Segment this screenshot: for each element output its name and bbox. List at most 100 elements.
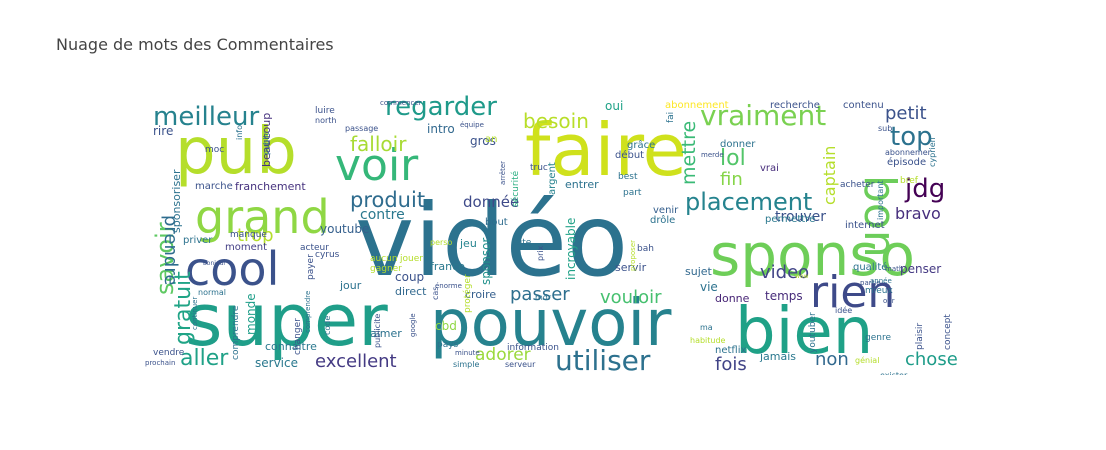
cloud-word: gros	[470, 134, 496, 148]
cloud-word: info	[235, 125, 244, 140]
cloud-word: savoir	[151, 222, 179, 295]
cloud-word: prix	[536, 245, 545, 261]
cloud-word: google	[409, 313, 417, 337]
cloud-word: grâce	[627, 139, 655, 151]
chart-title: Nuage de mots des Commentaires	[56, 35, 334, 54]
cloud-word: jour	[339, 279, 362, 292]
cloud-word: cool	[185, 242, 279, 296]
cloud-word: non	[815, 349, 849, 370]
cloud-word: rien	[810, 267, 895, 318]
cloud-word: normal	[198, 288, 226, 297]
cloud-word: bien	[735, 295, 873, 369]
cloud-word: mdr	[535, 293, 552, 302]
cloud-word: concept	[943, 314, 953, 350]
cloud-word: génial	[855, 355, 879, 365]
cloud-word: wow	[795, 273, 809, 280]
cloud-word: début	[615, 149, 644, 161]
cloud-word: vie	[700, 280, 718, 294]
cloud-word: grand	[195, 190, 330, 244]
cloud-word: cbd	[435, 319, 457, 333]
cloud-word: moc	[205, 145, 224, 155]
cloud-word: penser	[900, 262, 941, 276]
cloud-word: rire	[153, 124, 173, 138]
cloud-word: bout	[485, 217, 508, 228]
cloud-word: faire	[525, 108, 687, 192]
cloud-word: abonnement	[665, 100, 729, 111]
cloud-word: donne	[715, 292, 750, 305]
cloud-word: jeu	[459, 237, 477, 250]
cloud-word: année	[870, 277, 892, 285]
cloud-word: marche	[195, 181, 233, 192]
cloud-word: an	[485, 134, 497, 145]
cloud-word: acheter	[840, 180, 875, 190]
cloud-word: contenu	[843, 100, 884, 111]
cloud-word: sponso	[710, 221, 915, 289]
cloud-word: plaisir	[915, 323, 925, 350]
cloud-word: sécurité	[510, 170, 521, 207]
cloud-word: arrêter	[499, 161, 507, 185]
cloud-word: coup	[395, 270, 424, 284]
cloud-word: north	[315, 116, 336, 125]
cloud-word: pouvoir	[430, 287, 672, 361]
cloud-word: fois	[715, 354, 747, 375]
cloud-word: serveur	[505, 360, 536, 369]
cloud-word: super	[185, 278, 388, 362]
cloud-word: truc	[530, 163, 548, 173]
cloud-word: jouer	[399, 254, 423, 264]
cloud-word: aimer	[370, 327, 402, 340]
cloud-word: vraiment	[700, 99, 826, 132]
cloud-word: voir	[335, 140, 419, 191]
cloud-word: donner	[720, 139, 756, 150]
cloud-word: manque	[230, 230, 267, 240]
word-cloud: vidéo faire pub super pouvoir bien sponso voir g…	[145, 95, 960, 375]
cloud-word: jdg	[904, 174, 945, 204]
cloud-word: aucun	[370, 254, 398, 264]
cloud-word: captain	[820, 146, 839, 205]
cloud-word: énorme	[435, 282, 462, 290]
cloud-word: payer	[306, 254, 316, 280]
cloud-word: public	[262, 131, 271, 155]
cloud-word: mieux	[865, 286, 894, 296]
cloud-word: bravo	[895, 204, 941, 223]
cloud-word: merde	[701, 151, 724, 159]
cloud-word: bon	[854, 175, 905, 258]
cloud-word: pub	[175, 115, 297, 189]
cloud-word: france	[430, 260, 465, 273]
cloud-word: chose	[905, 349, 958, 370]
cloud-word: netflix	[715, 345, 746, 356]
cloud-word: idée	[835, 305, 852, 315]
cloud-word: utiliser	[555, 344, 651, 375]
cloud-word: incroyable	[564, 218, 578, 280]
cloud-word: moment	[225, 242, 267, 253]
cloud-word: code	[323, 316, 332, 335]
cloud-word: priver	[183, 235, 213, 246]
cloud-word: vidéo	[355, 182, 628, 299]
cloud-word: trouver	[775, 209, 826, 225]
cloud-word: luire	[315, 106, 335, 116]
cloud-word: sub	[878, 124, 892, 133]
cloud-word: bah	[637, 244, 654, 254]
cloud-word: partie	[860, 279, 881, 287]
cloud-word: part	[623, 188, 642, 198]
cloud-word: croire	[465, 288, 496, 301]
cloud-word: pays	[437, 340, 459, 350]
cloud-word: monde	[244, 293, 258, 335]
cloud-word: franchement	[235, 180, 306, 193]
cloud-word: placement	[685, 188, 812, 216]
cloud-word: minute	[455, 349, 480, 357]
cloud-word: fai	[666, 112, 676, 123]
cloud-word: proposer	[629, 240, 637, 271]
cloud-word: permettre	[765, 214, 815, 225]
cloud-word: genre	[865, 333, 891, 343]
cloud-word: gratuit	[171, 271, 196, 345]
cloud-word: cyrus	[315, 250, 340, 260]
cloud-word: aller	[180, 346, 229, 371]
cloud-word: math	[885, 265, 903, 273]
cloud-word: perso	[430, 238, 452, 247]
cloud-word: top	[890, 122, 933, 152]
cloud-word: best	[618, 172, 638, 182]
cloud-word: venir	[653, 205, 679, 216]
cloud-word: sponsor	[479, 238, 493, 285]
cloud-word: comprendre	[304, 291, 312, 333]
cloud-word: comprendre	[231, 305, 241, 360]
